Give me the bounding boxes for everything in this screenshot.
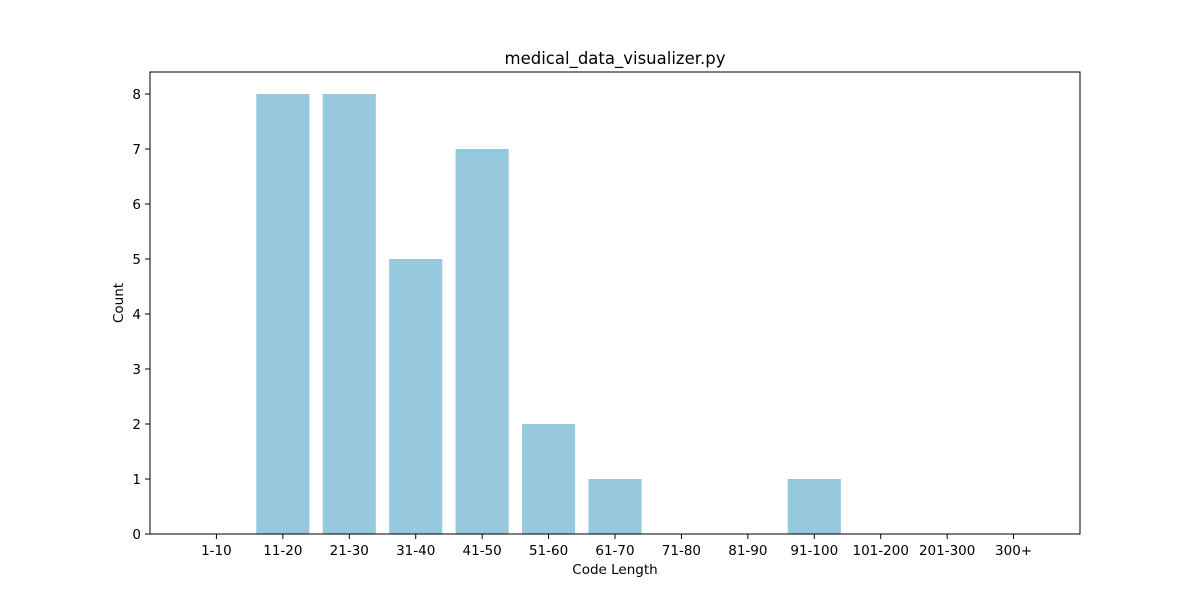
bar-61-70	[588, 479, 642, 534]
x-tick-label: 61-70	[595, 543, 634, 559]
y-axis: 0 1 2 3 4 5 6 7 8	[132, 87, 150, 543]
bar-11-20	[256, 94, 310, 534]
chart-title: medical_data_visualizer.py	[505, 49, 726, 69]
x-axis-label: Code Length	[572, 562, 657, 578]
x-tick-label: 81-90	[728, 543, 767, 559]
bar-21-30	[322, 94, 376, 534]
x-tick-label: 1-10	[201, 543, 232, 559]
x-tick-label: 300+	[995, 543, 1032, 559]
bar-31-40	[389, 259, 443, 534]
x-tick-label: 41-50	[463, 543, 502, 559]
bar-91-100	[787, 479, 841, 534]
x-tick-label: 11-20	[263, 543, 302, 559]
x-axis: 1-10 11-20 21-30 31-40 41-50 51-60 61-70 71-80 8…	[201, 534, 1032, 559]
x-tick-label: 201-300	[919, 543, 975, 559]
x-tick-label: 71-80	[662, 543, 701, 559]
y-tick-label: 5	[132, 252, 141, 268]
y-tick-label: 0	[132, 527, 141, 543]
bar-41-50	[455, 149, 509, 534]
x-tick-label: 91-100	[790, 543, 838, 559]
y-tick-label: 4	[132, 307, 141, 323]
y-tick-label: 1	[132, 472, 141, 488]
y-tick-label: 6	[132, 197, 141, 213]
x-tick-label: 101-200	[853, 543, 909, 559]
y-axis-label: Count	[111, 283, 127, 323]
x-tick-label: 51-60	[529, 543, 568, 559]
bar-51-60	[522, 424, 576, 534]
plot-frame	[149, 71, 1081, 535]
x-tick-label: 31-40	[396, 543, 435, 559]
y-tick-label: 7	[132, 142, 141, 158]
y-tick-label: 2	[132, 417, 141, 433]
bars-group	[256, 94, 841, 534]
x-tick-label: 21-30	[330, 543, 369, 559]
y-tick-label: 3	[132, 362, 141, 378]
y-tick-label: 8	[132, 87, 141, 103]
